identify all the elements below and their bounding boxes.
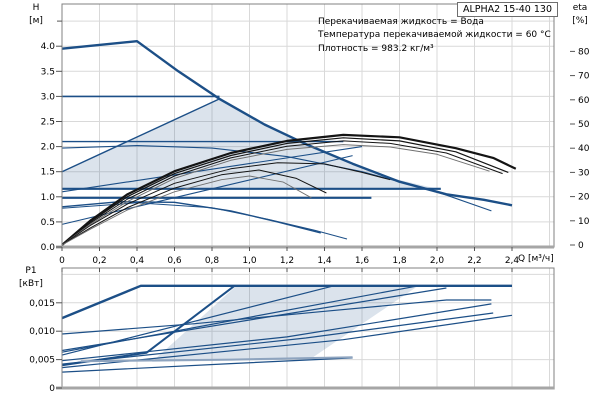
eta-tick-label: 70 — [578, 72, 590, 82]
p1-speed2 — [61, 299, 492, 335]
p1-axis-name: P1 — [25, 266, 37, 276]
q-tick-label: 1,2 — [280, 256, 294, 266]
p1-max-speed — [61, 284, 512, 320]
q-tick-label: 0,4 — [130, 256, 145, 266]
proportional-pressure-3-line — [61, 98, 220, 173]
eta-curve-6 — [61, 169, 327, 246]
q-tick-label: 2,4 — [505, 256, 520, 266]
info-line-density: Плотность = 983.2 кг/м³ — [318, 43, 434, 54]
info-line-temperature: Температура перекачиваемой жидкости = 60… — [318, 30, 551, 41]
eta-tick-label: 30 — [578, 168, 590, 178]
q-tick-label: 0,6 — [167, 256, 182, 266]
h-tick-label: 0.5 — [41, 218, 55, 228]
axis-ticks: 0.0 0.5 1.0 1.5 2.0 2.5 3.0 3.5 4.0 0 10 20 30 40 50 60… — [29, 20, 590, 394]
h-axis-name: H — [32, 3, 40, 13]
eta-axis-unit: [%] — [572, 16, 588, 26]
eta-tick-label: 20 — [578, 193, 590, 203]
eta-tick-label: 80 — [578, 47, 590, 57]
h-tick-label: 2.5 — [41, 118, 55, 128]
chart-p1 — [56, 267, 555, 390]
eta-tick-label: 10 — [578, 217, 590, 227]
p1-line-4 — [61, 285, 419, 353]
h-axis-unit: [м] — [29, 16, 43, 26]
q-tick-label: 2,0 — [430, 256, 445, 266]
chart-hq — [56, 3, 555, 249]
q-tick-label: 1,8 — [392, 256, 407, 266]
q-tick-label: 0 — [59, 256, 65, 266]
eta-curve-2 — [61, 137, 509, 246]
series — [61, 284, 513, 373]
p1-line-5 — [61, 285, 335, 356]
q-tick-label: 0,2 — [92, 256, 106, 266]
h-tick-label: 2.0 — [41, 143, 56, 153]
info-line-fluid: Перекачиваемая жидкость = Вода — [318, 17, 484, 27]
p1-tick-label: 0,005 — [29, 356, 55, 366]
eta-axis-name: eta — [572, 3, 588, 13]
q-tick-label: 2,2 — [467, 256, 481, 266]
pump-model-box: ALPHA2 15-40 130 — [457, 2, 558, 17]
q-tick-label: 1,4 — [317, 256, 332, 266]
series — [61, 40, 517, 246]
p1-tick-label: 0,010 — [29, 327, 55, 337]
h-tick-label: 3.0 — [41, 92, 56, 102]
p1-line-8 — [61, 312, 494, 365]
eta-curve-3 — [61, 140, 503, 246]
min-speed-curve-2 — [61, 202, 348, 240]
grid — [62, 4, 554, 247]
p1-tick-label: 0 — [49, 384, 55, 394]
p1-line-7 — [61, 303, 492, 362]
q-axis-label: Q [м³/ч] — [518, 254, 554, 264]
h-tick-label: 1.5 — [41, 168, 55, 178]
p1-tick-label: 0,015 — [29, 299, 55, 309]
eta-tick-label: 40 — [578, 144, 590, 154]
proportional-pressure-2-line — [61, 146, 363, 193]
eta-tick-label: 0 — [578, 241, 584, 251]
q-tick-label: 1,0 — [242, 256, 257, 266]
eta-curve-5 — [61, 162, 391, 246]
h-tick-label: 3.5 — [41, 67, 55, 77]
power-operating-area — [152, 285, 419, 362]
proportional-pressure-operating-area — [62, 98, 437, 189]
h-tick-label: 1.0 — [41, 193, 56, 203]
eta-tick-label: 60 — [578, 96, 590, 106]
speed2-curve — [61, 145, 492, 212]
fluid-info-block: Перекачиваемая жидкость = Вода Температу… — [318, 16, 551, 56]
h-tick-label: 4.0 — [41, 42, 56, 52]
eta-tick-label: 50 — [578, 120, 590, 130]
q-tick-label: 0,8 — [205, 256, 220, 266]
eta-curve-4 — [61, 144, 490, 246]
p1-min-flat — [80, 356, 353, 363]
p1-min-speed — [61, 357, 353, 373]
h-tick-label: 0.0 — [41, 243, 56, 253]
eta-curve-1 — [61, 133, 517, 246]
p1-line-9 — [61, 314, 513, 369]
p1-axis-unit: [кВт] — [19, 279, 43, 289]
eta-curve-7 — [61, 175, 312, 246]
q-tick-label: 1,6 — [355, 256, 370, 266]
